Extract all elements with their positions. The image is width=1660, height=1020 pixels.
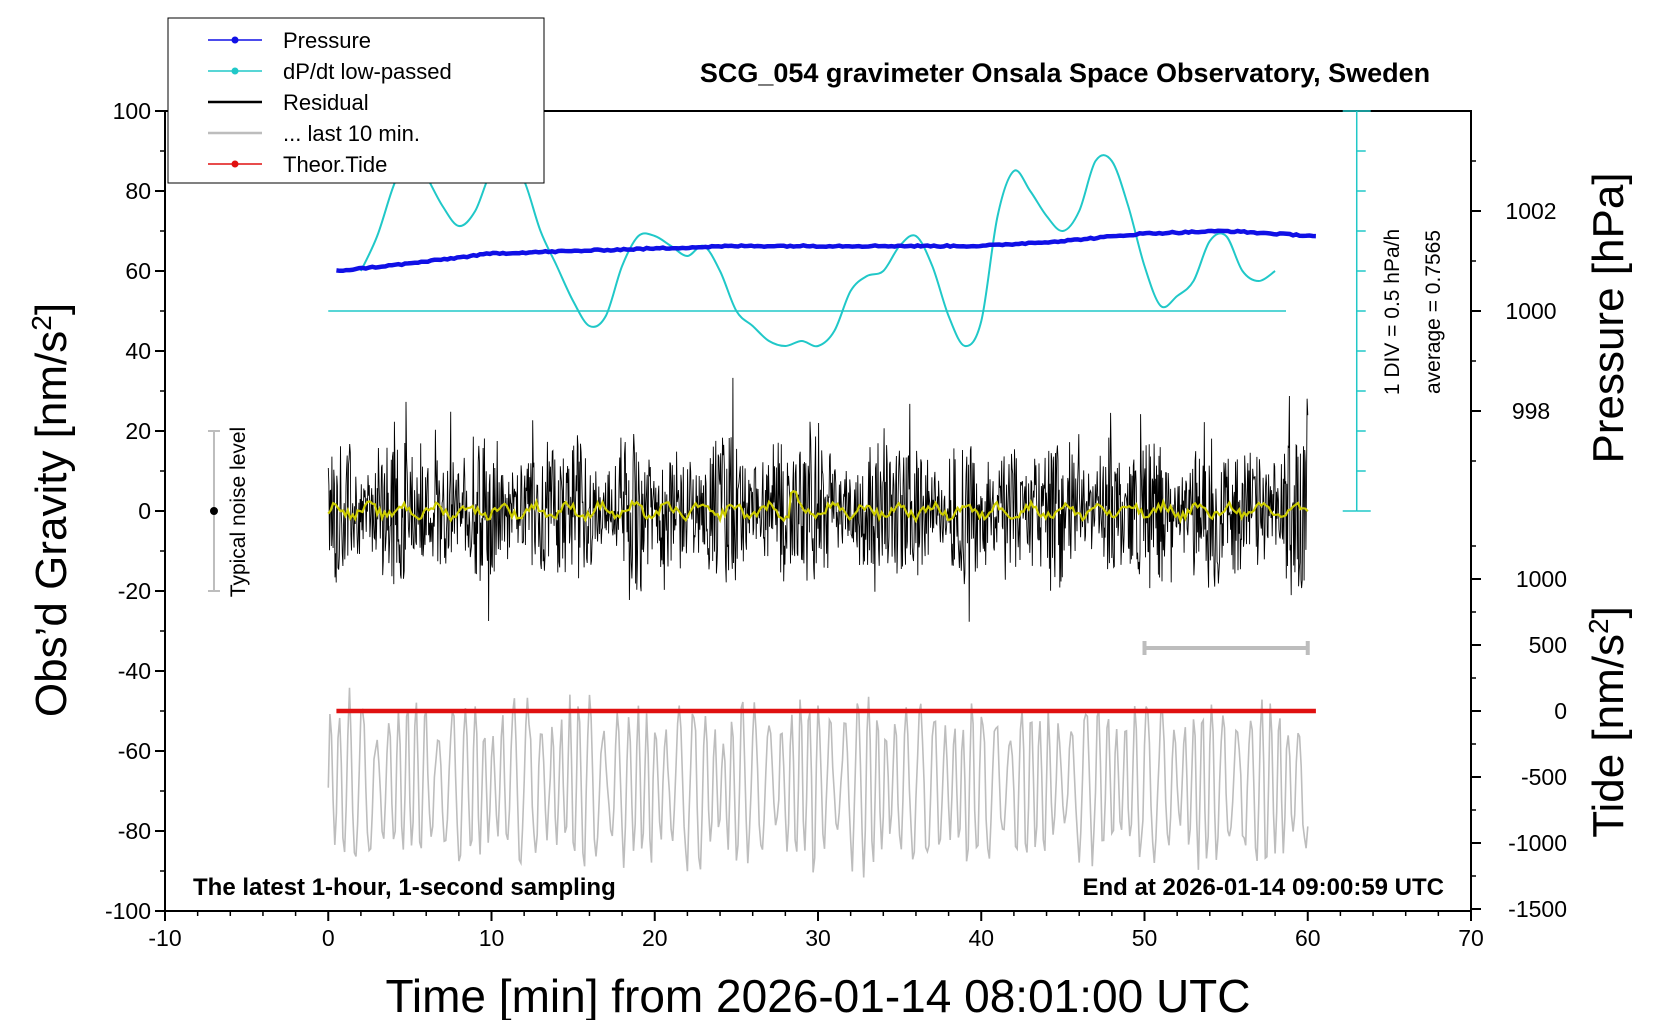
legend-label: ... last 10 min. (283, 121, 420, 146)
y-tick-label: 60 (125, 258, 151, 284)
y-axis-label-gravity: Obs’d Gravity [nm/s2] (26, 303, 77, 717)
residual-line (327, 377, 1309, 622)
tide-tick-label: -500 (1521, 764, 1567, 790)
tide-tick-label: 1000 (1516, 566, 1567, 592)
y-tick-label: -80 (118, 818, 151, 844)
last-10-min-line (327, 687, 1309, 878)
tide-tick-label: -1500 (1508, 896, 1567, 922)
y-tick-label: -100 (105, 898, 151, 924)
lowpass-residual-line (327, 489, 1309, 525)
y-tick-label: -20 (118, 578, 151, 604)
pressure-line (336, 228, 1316, 274)
noise-bar-dot (209, 507, 218, 515)
legend-label: dP/dt low-passed (283, 59, 452, 84)
annotation-sampling: The latest 1-hour, 1-second sampling (193, 874, 616, 901)
scale-bar-average-label: average = 0.7565 (1422, 230, 1445, 394)
tide-tick-label: -1000 (1508, 830, 1567, 856)
x-tick-label: 20 (642, 925, 668, 951)
x-tick-label: 50 (1132, 925, 1158, 951)
annotation-end-time: End at 2026-01-14 09:00:59 UTC (1083, 874, 1445, 901)
axes: -10 0 10 20 30 40 50 60 70100806040200-20-40-60-… (105, 98, 1567, 951)
pressure-tick-label: 998 (1512, 398, 1550, 424)
legend-box (167, 17, 545, 184)
plot-area (207, 110, 1371, 878)
x-tick-label: 60 (1295, 925, 1321, 951)
x-tick-label: 30 (805, 925, 831, 951)
legend-label: Residual (283, 90, 369, 115)
legend-items: Pressure dP/dt low-passed Residual ... last… (208, 28, 452, 177)
legend: Pressure dP/dt low-passed Residual ... last… (167, 17, 545, 184)
y-tick-label: 80 (125, 178, 151, 204)
legend-label: Pressure (283, 28, 371, 53)
y-axis-label-tide: Tide [nm/s2] (1583, 606, 1634, 838)
x-tick-label: 0 (322, 925, 335, 951)
pressure-tick-label: 1002 (1505, 198, 1556, 224)
y-tick-label: -60 (118, 738, 151, 764)
y-tick-label: -40 (118, 658, 151, 684)
y-tick-label: 100 (113, 98, 151, 124)
x-tick-label: -10 (148, 925, 181, 951)
y-axis-label-pressure: Pressure [hPa] (1584, 172, 1633, 463)
x-tick-label: 40 (968, 925, 994, 951)
legend-marker (231, 160, 239, 168)
y-tick-label: 0 (138, 498, 151, 524)
x-tick-label: 70 (1458, 925, 1484, 951)
tide-tick-label: 500 (1529, 632, 1567, 658)
y-tick-label: 20 (125, 418, 151, 444)
y-tick-label: 40 (125, 338, 151, 364)
noise-level-label: Typical noise level (227, 427, 250, 597)
x-tick-label: 10 (479, 925, 505, 951)
scale-bar-div-label: 1 DIV = 0.5 hPa/h (1381, 229, 1404, 395)
legend-marker (231, 36, 239, 44)
chart-title: SCG_054 gravimeter Onsala Space Observat… (700, 58, 1430, 88)
tide-tick-label: 0 (1554, 698, 1567, 724)
pressure-tick-label: 1000 (1505, 298, 1556, 324)
legend-label: Theor.Tide (283, 152, 387, 177)
legend-marker (231, 67, 239, 75)
x-axis-label: Time [min] from 2026-01-14 08:01:00 UTC (386, 970, 1251, 1020)
